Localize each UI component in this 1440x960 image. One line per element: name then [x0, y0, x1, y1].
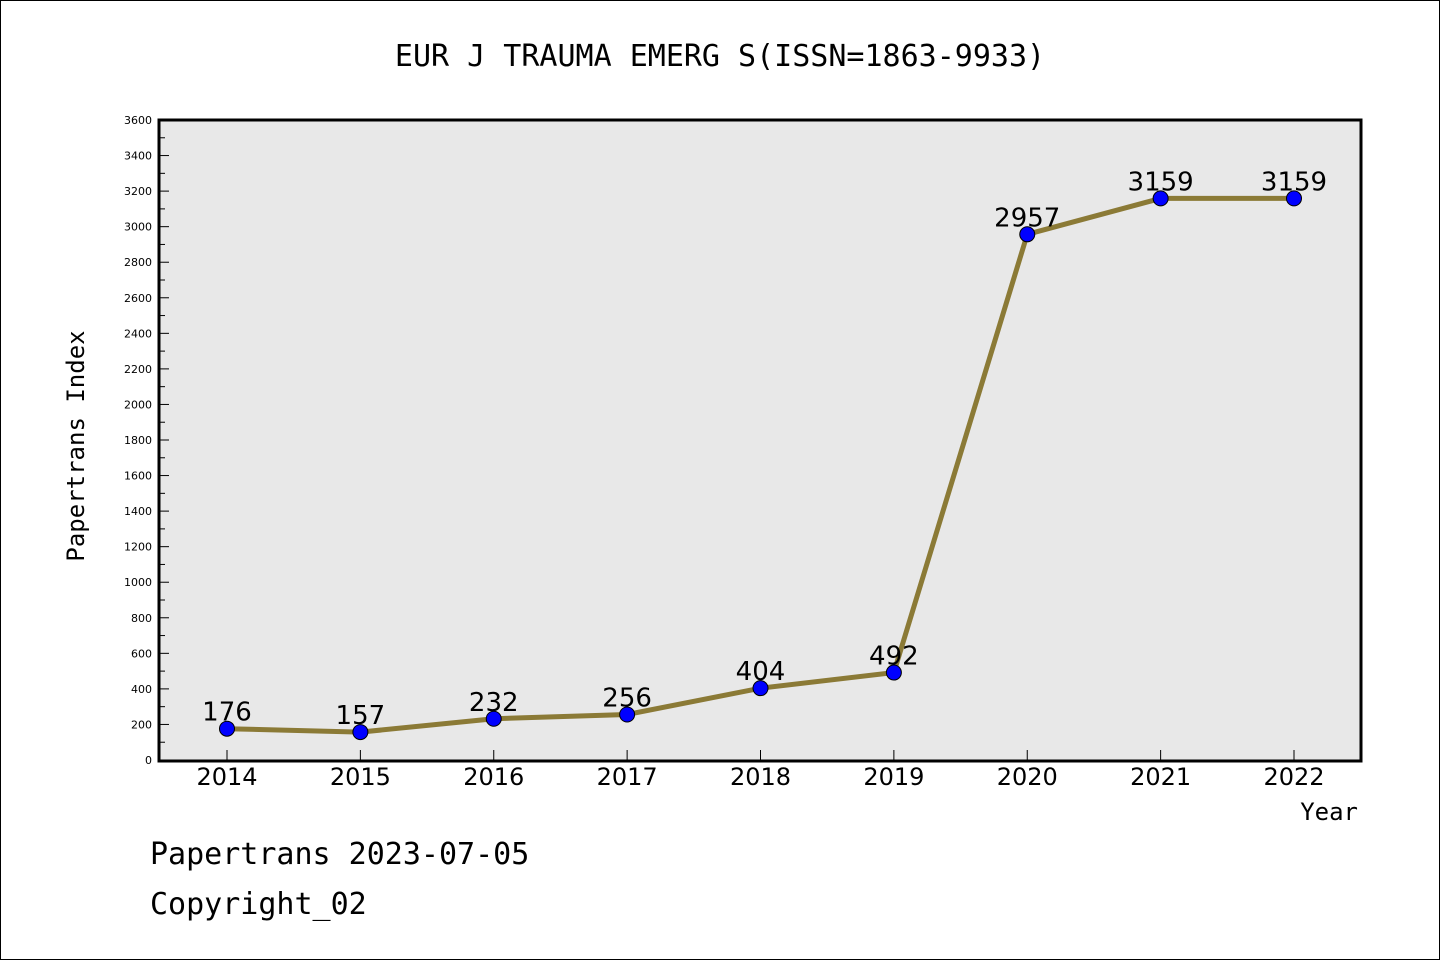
- y-tick-label: 400: [131, 683, 152, 696]
- y-tick-label: 1000: [124, 576, 152, 589]
- data-point: [752, 680, 769, 697]
- data-point: [885, 664, 902, 681]
- x-tick-label: 2019: [863, 763, 924, 791]
- y-tick-label: 600: [131, 647, 152, 660]
- x-tick-label: 2022: [1263, 763, 1324, 791]
- y-tick-label: 800: [131, 612, 152, 625]
- y-tick-label: 1400: [124, 505, 152, 518]
- x-axis: 2014 2015 2016 2017 2018 2019 2020 2021 2022: [196, 750, 1325, 791]
- data-point: [485, 710, 502, 727]
- y-tick-label: 3400: [124, 150, 152, 163]
- y-tick-label: 2800: [124, 256, 152, 269]
- y-axis-label: Papertrans Index: [62, 330, 90, 561]
- y-tick-label: 1800: [124, 434, 152, 447]
- y-tick-label: 1600: [124, 470, 152, 483]
- x-tick-label: 2020: [997, 763, 1058, 791]
- plot-area: [157, 118, 1363, 763]
- data-label: 3159: [1261, 167, 1327, 197]
- x-tick-label: 2017: [597, 763, 658, 791]
- data-point: [1286, 190, 1302, 207]
- y-tick-label: 2000: [124, 398, 152, 411]
- x-tick-label: 2015: [330, 763, 391, 791]
- data-label: 492: [869, 642, 919, 672]
- x-tick-label: 2018: [730, 763, 791, 791]
- footer-date: Papertrans 2023-07-05: [150, 837, 529, 872]
- y-tick-label: 2200: [124, 363, 152, 376]
- chart-title: EUR J TRAUMA EMERG S(ISSN=1863-9933): [395, 39, 1045, 74]
- data-label: 176: [202, 698, 252, 728]
- data-point: [219, 720, 235, 737]
- data-label: 256: [602, 683, 652, 713]
- data-label: 404: [736, 657, 786, 687]
- y-tick-label: 3000: [124, 221, 152, 234]
- data-point: [1019, 226, 1036, 243]
- x-tick-label: 2021: [1130, 763, 1191, 791]
- data-point: [619, 706, 636, 723]
- data-label: 2957: [994, 203, 1060, 233]
- footer-copyright: Copyright_02: [150, 887, 367, 922]
- y-axis: 0 200 400 600 800 1000 1200 1400 1600 1800 2000 220…: [124, 114, 169, 767]
- data-point: [1152, 190, 1169, 207]
- y-tick-label: 200: [131, 718, 152, 731]
- x-tick-label: 2014: [196, 763, 257, 791]
- y-tick-label: 2400: [124, 327, 152, 340]
- y-tick-label: 0: [145, 754, 152, 767]
- y-tick-label: 2600: [124, 292, 152, 305]
- x-axis-label: Year: [1300, 798, 1358, 826]
- data-label: 157: [336, 701, 386, 731]
- y-tick-label: 3200: [124, 185, 152, 198]
- data-point: [352, 724, 369, 741]
- y-tick-label: 1200: [124, 541, 152, 554]
- series-group: 176 157 232 256 404 492 2957 3159 3159: [202, 167, 1327, 741]
- y-tick-label: 3600: [124, 114, 152, 127]
- x-tick-label: 2016: [463, 763, 524, 791]
- data-label: 3159: [1128, 167, 1194, 197]
- data-label: 232: [469, 688, 519, 718]
